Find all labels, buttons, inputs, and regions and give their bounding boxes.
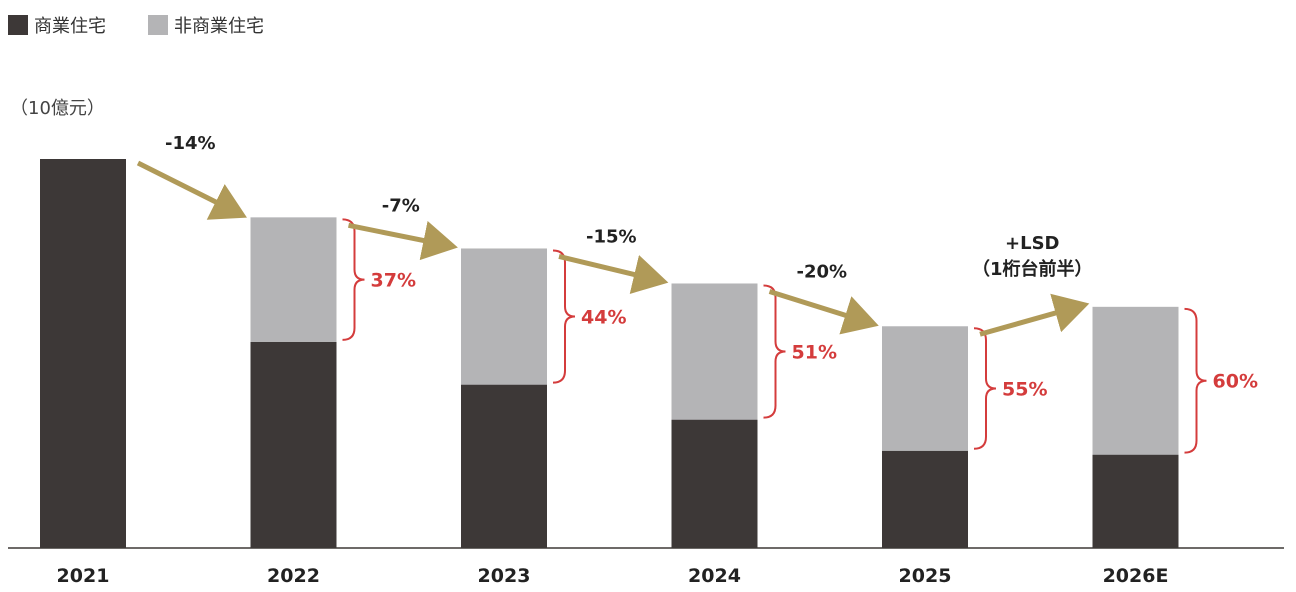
bar-commercial-2022 <box>250 341 337 548</box>
growth-label-3: -15% <box>586 226 637 247</box>
share-label-2023: 44% <box>581 307 626 329</box>
growth-label-5: +LSD <box>1005 233 1059 254</box>
legend-item-commercial: 商業住宅 <box>8 12 106 38</box>
bar-non-commercial-2023 <box>461 248 547 385</box>
legend: 商業住宅 非商業住宅 <box>8 12 296 38</box>
share-brace-2026E <box>1184 307 1207 454</box>
legend-label-commercial: 商業住宅 <box>34 16 106 37</box>
bar-non-commercial-2025 <box>882 326 968 451</box>
growth-note: （1桁台前半） <box>972 258 1093 280</box>
bar-commercial-2023 <box>461 384 547 548</box>
share-brace-2024 <box>763 284 786 419</box>
bar-commercial-2021 <box>40 159 126 548</box>
x-tick-label-2025: 2025 <box>899 565 952 587</box>
share-label-2024: 51% <box>792 342 837 364</box>
growth-label-4: -20% <box>796 261 847 282</box>
legend-label-non-commercial: 非商業住宅 <box>174 16 264 37</box>
bar-non-commercial-2024 <box>671 283 758 420</box>
share-label-2026E: 60% <box>1213 371 1258 393</box>
bar-commercial-2025 <box>882 450 968 548</box>
legend-swatch-non-commercial <box>148 15 168 35</box>
share-brace-2025 <box>973 327 997 450</box>
x-tick-label-2026E: 2026E <box>1103 565 1169 587</box>
unit-label: （10億元） <box>10 98 105 119</box>
bar-non-commercial-2022 <box>250 217 337 342</box>
share-brace-2022 <box>342 218 365 341</box>
bar-commercial-2024 <box>671 419 758 548</box>
bar-non-commercial-2026E <box>1092 306 1179 455</box>
share-label-2025: 55% <box>1002 379 1047 401</box>
growth-label-2: -7% <box>382 195 420 216</box>
growth-arrow-5 <box>979 293 1090 337</box>
x-tick-label-2023: 2023 <box>478 565 531 587</box>
share-brace-2023 <box>552 249 576 384</box>
legend-item-non-commercial: 非商業住宅 <box>148 12 264 38</box>
bar-commercial-2026E <box>1092 454 1179 548</box>
growth-arrow-3 <box>558 254 669 294</box>
x-tick-label-2022: 2022 <box>267 565 320 587</box>
x-tick-label-2021: 2021 <box>57 565 110 587</box>
legend-swatch-commercial <box>8 15 28 35</box>
growth-label-1: -14% <box>165 133 216 154</box>
growth-arrow-1 <box>136 160 247 220</box>
x-tick-label-2024: 2024 <box>688 565 741 587</box>
growth-arrow-4 <box>768 289 879 335</box>
growth-arrow-2 <box>348 220 458 261</box>
share-label-2022: 37% <box>371 270 416 292</box>
